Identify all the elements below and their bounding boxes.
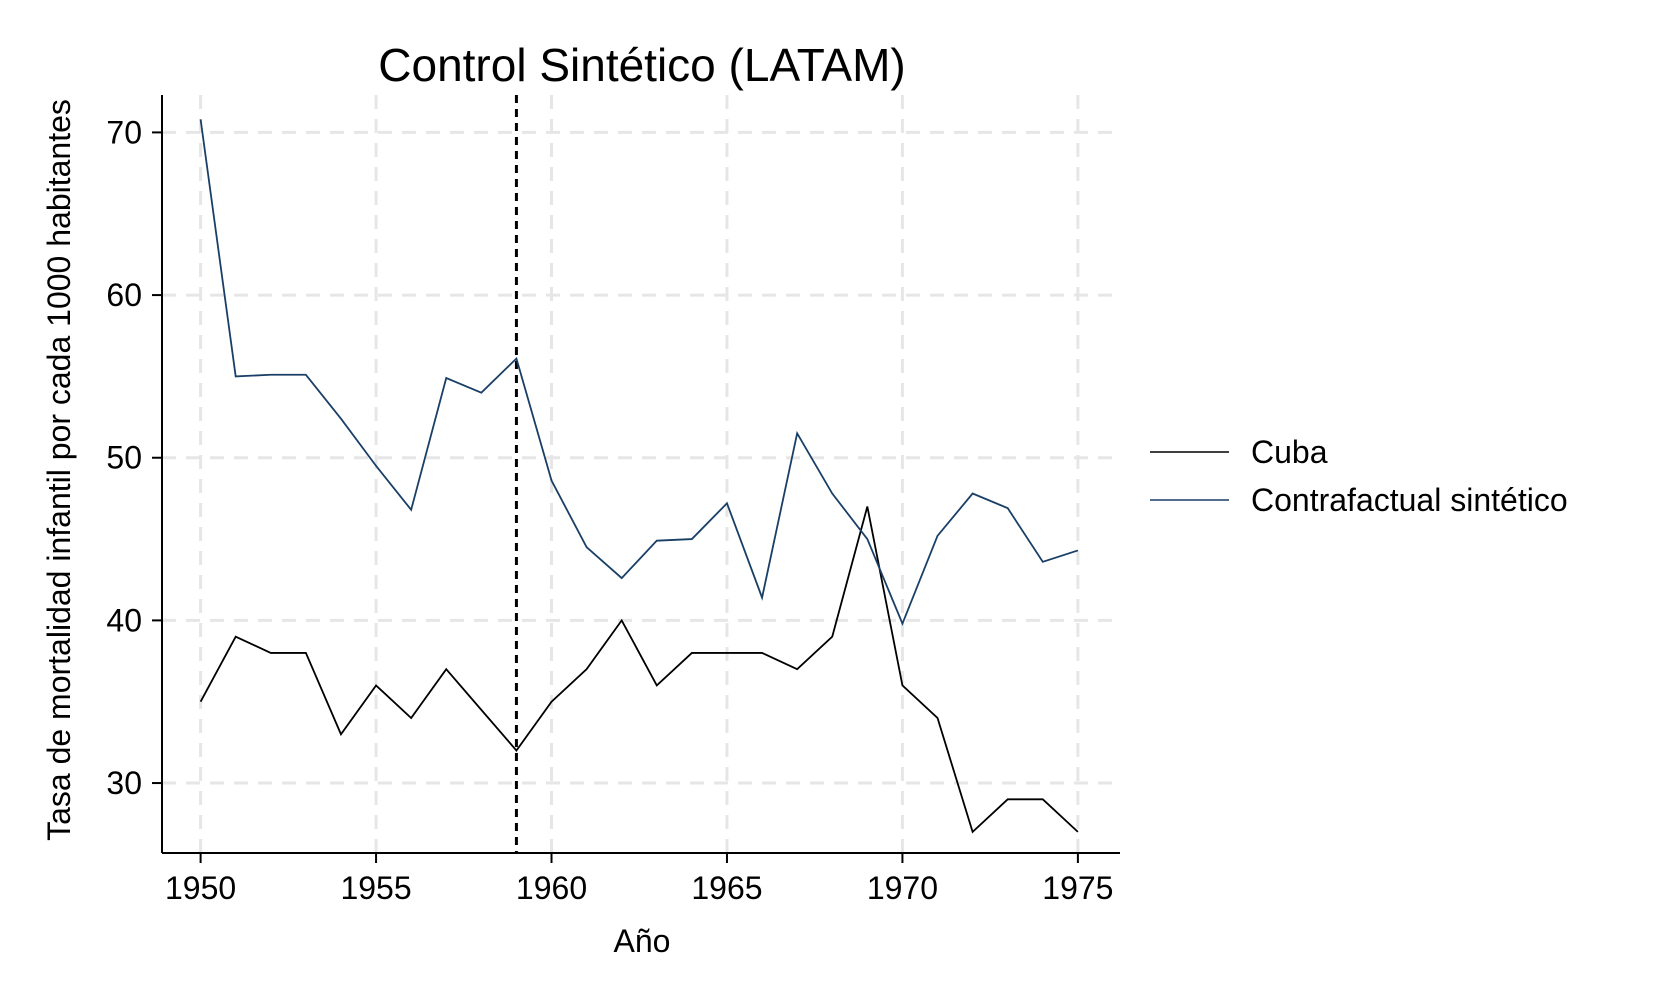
x-tick-label-1970: 1970 [867, 870, 938, 906]
grid [162, 95, 1120, 853]
y-tick-label-40: 40 [106, 602, 142, 638]
y-tick-label-50: 50 [106, 440, 142, 476]
x-tick-label-1975: 1975 [1042, 870, 1113, 906]
chart-title: Control Sintético (LATAM) [378, 39, 905, 91]
y-axis-title: Tasa de mortalidad infantil por cada 100… [41, 99, 77, 841]
series-line-contrafactual [199, 119, 1079, 627]
x-tick-label-1965: 1965 [691, 870, 762, 906]
legend-label-contrafactual: Contrafactual sintético [1251, 482, 1568, 518]
y-ticks: 30 40 50 60 70 [106, 114, 162, 801]
y-tick-label-30: 30 [106, 765, 142, 801]
x-tick-label-1960: 1960 [516, 870, 587, 906]
axes [161, 95, 1120, 854]
y-tick-label-60: 60 [106, 277, 142, 313]
legend-label-cuba: Cuba [1251, 434, 1328, 470]
x-axis-title: Año [614, 923, 671, 959]
legend: Cuba Contrafactual sintético [1150, 434, 1568, 518]
y-tick-label-70: 70 [106, 114, 142, 150]
series-line-cuba [199, 506, 1079, 834]
x-tick-label-1955: 1955 [340, 870, 411, 906]
series-layer [199, 119, 1079, 834]
x-tick-label-1950: 1950 [165, 870, 236, 906]
x-ticks: 1950 1955 1960 1965 1970 1975 [165, 853, 1113, 906]
